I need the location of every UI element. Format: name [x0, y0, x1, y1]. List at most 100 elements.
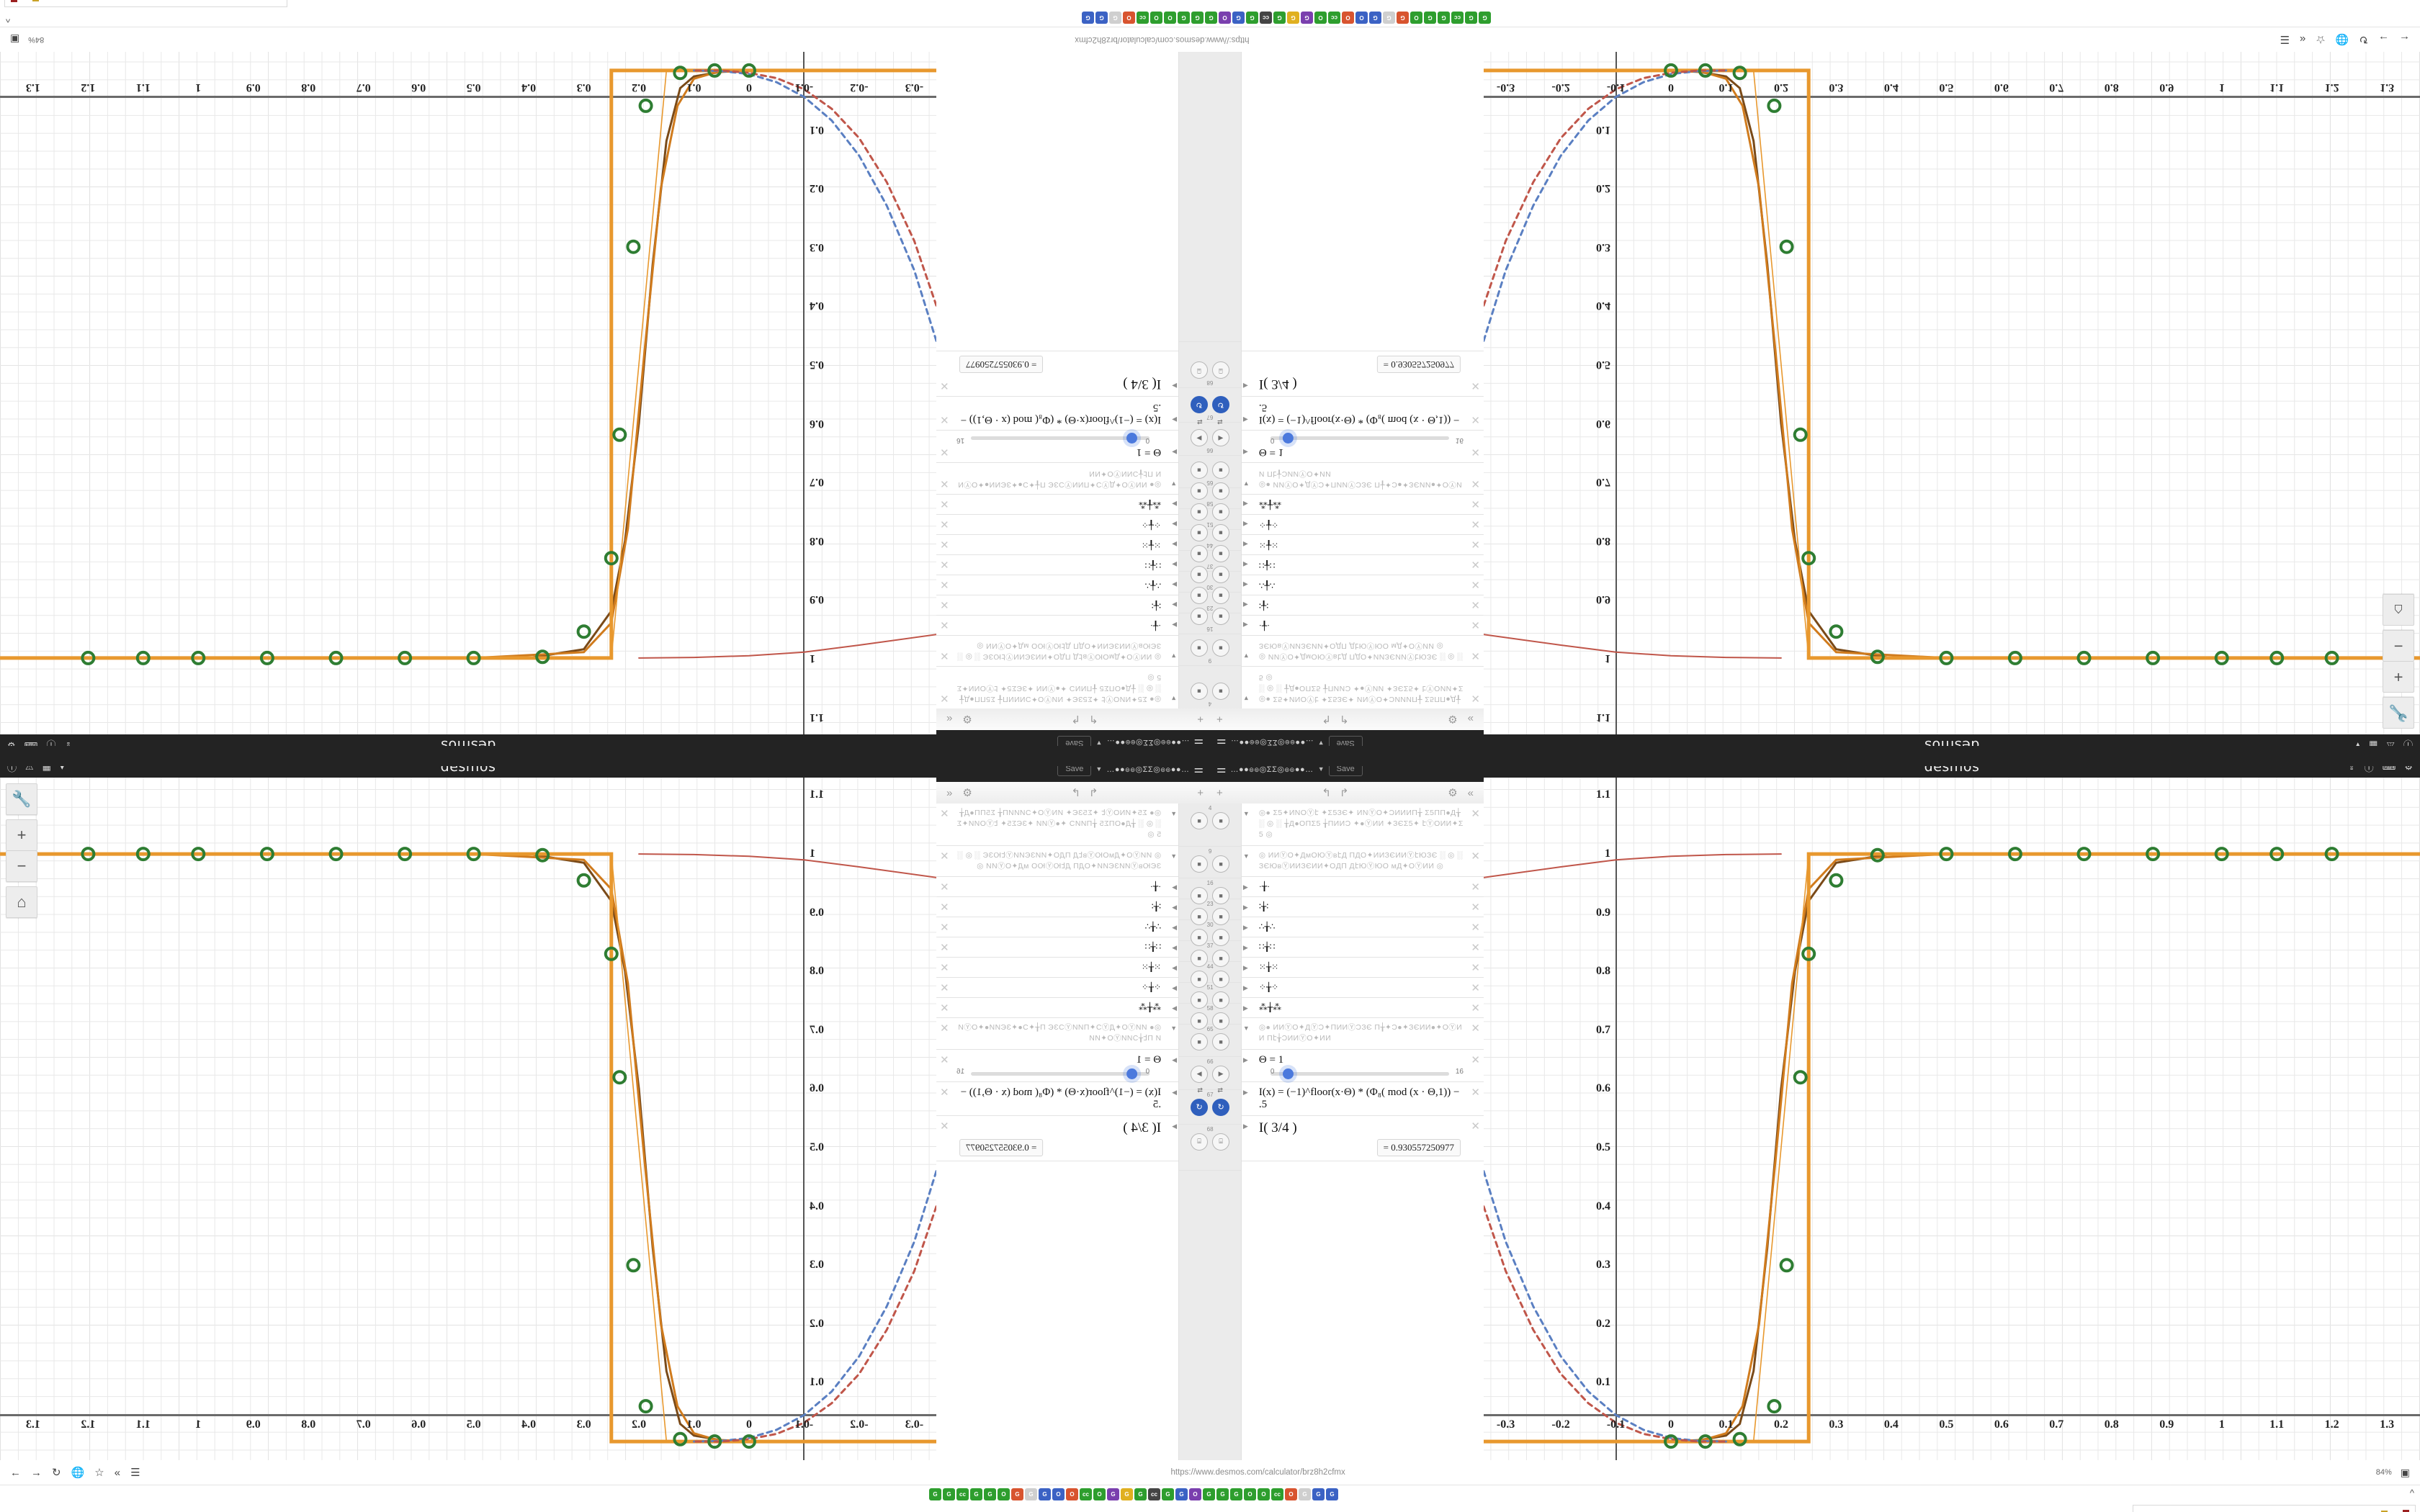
reader-mode-icon[interactable]: ▣ — [10, 34, 20, 46]
expression-math[interactable]: ·╁· — [1150, 881, 1162, 892]
expression-row[interactable]: ▼ ◎● ИИⓎΟ✦ДⓎƆ✦ПИИⓎƆЗЄ П╁✦Ɔ●✦ЗЄИИ●✦ΟⓎИИ Пէ… — [936, 462, 1179, 494]
expression-row[interactable]: ▼ ◎● Σ5✦ИΝΟⓎէ ✦Σ5ЗЄ✦ ИΝⓎΟ✦ƆИИИП╁ Σ5ПП●Д╁ … — [1241, 804, 1484, 846]
bookmark-favicon[interactable]: G — [1203, 1488, 1215, 1500]
expression-row[interactable]: ▶ ∴╁∴ ✕ — [936, 917, 1179, 938]
expand-triangle-icon[interactable]: ▶ — [1172, 1056, 1178, 1063]
expression-math[interactable]: ∶╁∶ — [1258, 901, 1269, 912]
delete-expression-icon[interactable]: ✕ — [1471, 850, 1480, 863]
delete-expression-icon[interactable]: ✕ — [1471, 477, 1480, 490]
delete-expression-icon[interactable]: ✕ — [940, 618, 949, 631]
expand-triangle-icon[interactable]: ▶ — [1242, 883, 1248, 891]
expression-row[interactable]: ▶ ⁂╁⁂ ✕ — [1241, 493, 1484, 514]
delete-expression-icon[interactable]: ✕ — [940, 517, 949, 530]
bookmark-favicon[interactable]: G — [1246, 12, 1258, 24]
bookmark-favicon[interactable]: O — [1314, 12, 1327, 24]
expand-triangle-icon[interactable]: ▶ — [1242, 540, 1248, 548]
expression-row[interactable]: ▶ ⁘╁⁘ ✕ — [1241, 978, 1484, 999]
image-thumb-icon[interactable]: ■ — [1190, 683, 1208, 700]
bookmark-favicon[interactable]: G — [1162, 1488, 1174, 1500]
gutter-icons[interactable]: ↻ ↻ — [1179, 1098, 1241, 1116]
bookmark-favicon[interactable]: G — [1175, 1488, 1188, 1500]
expression-row[interactable]: ▶ ⁙╁⁙ ✕ — [936, 534, 1179, 554]
expression-lists[interactable]: ▼ ◎● Σ5✦ИΝΟⓎէ ✦Σ5ЗЄ✦ ИΝⓎΟ✦ƆИИИП╁ Σ5ПП●Д╁ … — [936, 804, 1484, 1512]
expression-math[interactable]: ⁙╁⁙ — [1258, 962, 1279, 973]
bookmark-favicon[interactable]: G — [1383, 12, 1395, 24]
expression-gutter[interactable]: 4 ■ ■ 9 ■ ■ 16 ■ ■ 23 ■ ■ 30 ■ ■ 37 ■ ■ 44 ■ ■ 51 ■ ■ 58 ■ ■ 65 ■ ■ 66… — [1178, 804, 1242, 1512]
warning-icon[interactable]: ⚠ — [25, 761, 34, 772]
expression-row[interactable]: ▶ ⁘╁⁘ ✕ — [936, 513, 1179, 534]
expression-row[interactable]: ▶ ⁂╁⁂ ✕ — [1241, 998, 1484, 1019]
graph-visible-icon[interactable]: ↻ — [1211, 396, 1229, 414]
wrench-icon[interactable]: 🔧 — [2383, 697, 2414, 729]
image-thumb-icon[interactable]: ■ — [1191, 1012, 1209, 1030]
bookmark-favicon[interactable]: G — [1011, 1488, 1023, 1500]
expression-row[interactable]: ▶ ⁘╁⁘ ✕ — [936, 978, 1179, 999]
expand-triangle-icon[interactable]: ▶ — [1172, 944, 1178, 952]
expression-math[interactable]: I(x) = (−1)^floor(x·Θ) * (Φ₈( mod (x · Θ… — [960, 1086, 1162, 1110]
bookmark-favicon[interactable]: cc — [1080, 1488, 1092, 1500]
slider-icon[interactable]: ◀ — [1191, 1065, 1209, 1083]
chevrons-left-icon[interactable]: « — [2299, 33, 2306, 46]
bookmark-favicon[interactable]: G — [984, 1488, 996, 1500]
slider-track[interactable]: 0 16 — [1270, 1068, 1464, 1079]
bookmark-favicon[interactable]: G — [1107, 1488, 1119, 1500]
delete-expression-icon[interactable]: ✕ — [1471, 577, 1480, 590]
delete-expression-icon[interactable]: ✕ — [940, 922, 949, 935]
menu-icon[interactable]: ☰ — [130, 1467, 140, 1479]
graph-panel-right-mirrored[interactable]: -0.3 -0.2 -0.1 0 0.1 0.2 0.3 0.4 0.5 0.6 0.7 0.8 0.9… — [0, 0, 936, 734]
bookmark-icon[interactable]: ☆ — [2316, 33, 2326, 45]
reload-icon[interactable]: ↻ — [52, 1467, 61, 1479]
expand-triangle-icon[interactable]: ▶ — [1172, 621, 1178, 629]
expression-toolbar[interactable]: » ⚙ ↰ ↱ + + ↰ ↱ ⚙ « — [936, 782, 1484, 804]
expression-math[interactable]: ·╁· — [1150, 620, 1162, 631]
delete-expression-icon[interactable]: ✕ — [940, 881, 949, 894]
reader-mode-icon[interactable]: ▣ — [2400, 1466, 2410, 1478]
slider-track[interactable]: 0 16 — [1270, 433, 1464, 444]
bookmark-favicon[interactable]: G — [1230, 1488, 1242, 1500]
expression-lists[interactable]: ▼ ◎● Σ5✦ИΝΟⓎէ ✦Σ5ЗЄ✦ ИΝⓎΟ✦ƆИИИП╁ Σ5ПП●Д╁ … — [936, 0, 1484, 708]
expand-triangle-icon[interactable]: ▶ — [1172, 1122, 1178, 1130]
expand-triangle-icon[interactable]: ▶ — [1242, 984, 1248, 992]
expression-math[interactable]: ∶╁∶ — [1151, 600, 1162, 611]
image-thumb-icon[interactable]: ■ — [1212, 950, 1230, 968]
undo-arrow-icon[interactable]: ↰ — [1322, 787, 1331, 799]
graph-visible-icon[interactable]: ↻ — [1191, 1098, 1209, 1116]
bookmark-favicon[interactable]: G — [1479, 12, 1491, 24]
delete-expression-icon[interactable]: ✕ — [1471, 649, 1480, 662]
hamburger-icon[interactable]: ☰ — [1193, 762, 1204, 775]
bookmark-favicon[interactable]: G — [1438, 12, 1450, 24]
bookmark-favicon[interactable]: O — [1285, 1488, 1297, 1500]
image-thumb-icon[interactable]: ■ — [1212, 855, 1230, 873]
expand-triangle-icon[interactable]: ▶ — [1242, 560, 1248, 568]
expression-row[interactable]: ▶ ∷╁∷ ✕ — [1241, 554, 1484, 575]
graph-visible-icon[interactable]: ↻ — [1212, 1098, 1230, 1116]
delete-expression-icon[interactable]: ✕ — [940, 850, 949, 863]
image-thumb-icon[interactable]: ■ — [1212, 929, 1230, 947]
bookmark-favicon[interactable]: G — [1465, 12, 1477, 24]
expand-triangle-icon[interactable]: ▶ — [1242, 382, 1248, 390]
redo-arrow-icon[interactable]: ↱ — [1339, 787, 1349, 799]
forward-icon[interactable]: → — [2378, 33, 2389, 46]
expression-math[interactable]: ⁙╁⁙ — [1258, 539, 1279, 550]
zoom-in-icon[interactable]: + — [2383, 662, 2414, 693]
expression-row[interactable]: ▶ ∷╁∷ ✕ — [936, 937, 1179, 958]
expression-gutter[interactable]: 4 ■ ■ 9 ■ ■ 16 ■ ■ 23 ■ ■ 30 ■ ■ 37 ■ ■ 44 ■ ■ 51 ■ ■ 58 ■ ■ 65 ■ ■ 66… — [1178, 0, 1242, 708]
collapse-triangle-icon[interactable]: ▼ — [1170, 810, 1178, 817]
expand-triangle-icon[interactable]: ▶ — [1172, 580, 1178, 588]
table-icon[interactable]: ⌸ — [1191, 1133, 1209, 1151]
collapse-chevron-icon[interactable]: ^ — [6, 14, 11, 24]
expression-math[interactable]: ∴╁∴ — [1144, 580, 1162, 590]
bookmark-favicon[interactable]: O — [1219, 12, 1231, 24]
delete-expression-icon[interactable]: ✕ — [1471, 1053, 1480, 1066]
nav-buttons[interactable]: ← → ↻ 🌐 ☆ « ☰ — [10, 1466, 140, 1480]
caret-icon[interactable]: ▼ — [1317, 765, 1325, 773]
expand-triangle-icon[interactable]: ▶ — [1242, 580, 1248, 588]
expand-triangle-icon[interactable]: ▶ — [1172, 449, 1178, 456]
gutter-extra-icons[interactable]: ⇄ ⇄ — [1179, 1083, 1241, 1099]
collapse-triangle-icon[interactable]: ▼ — [1170, 480, 1178, 487]
expression-math[interactable]: ∶╁∶ — [1151, 901, 1162, 912]
expression-math[interactable]: ⁘╁⁘ — [1258, 519, 1279, 530]
table-icon[interactable]: ⌸ — [1211, 361, 1229, 379]
expression-row[interactable]: ▶ ·╁· ✕ — [936, 877, 1179, 898]
